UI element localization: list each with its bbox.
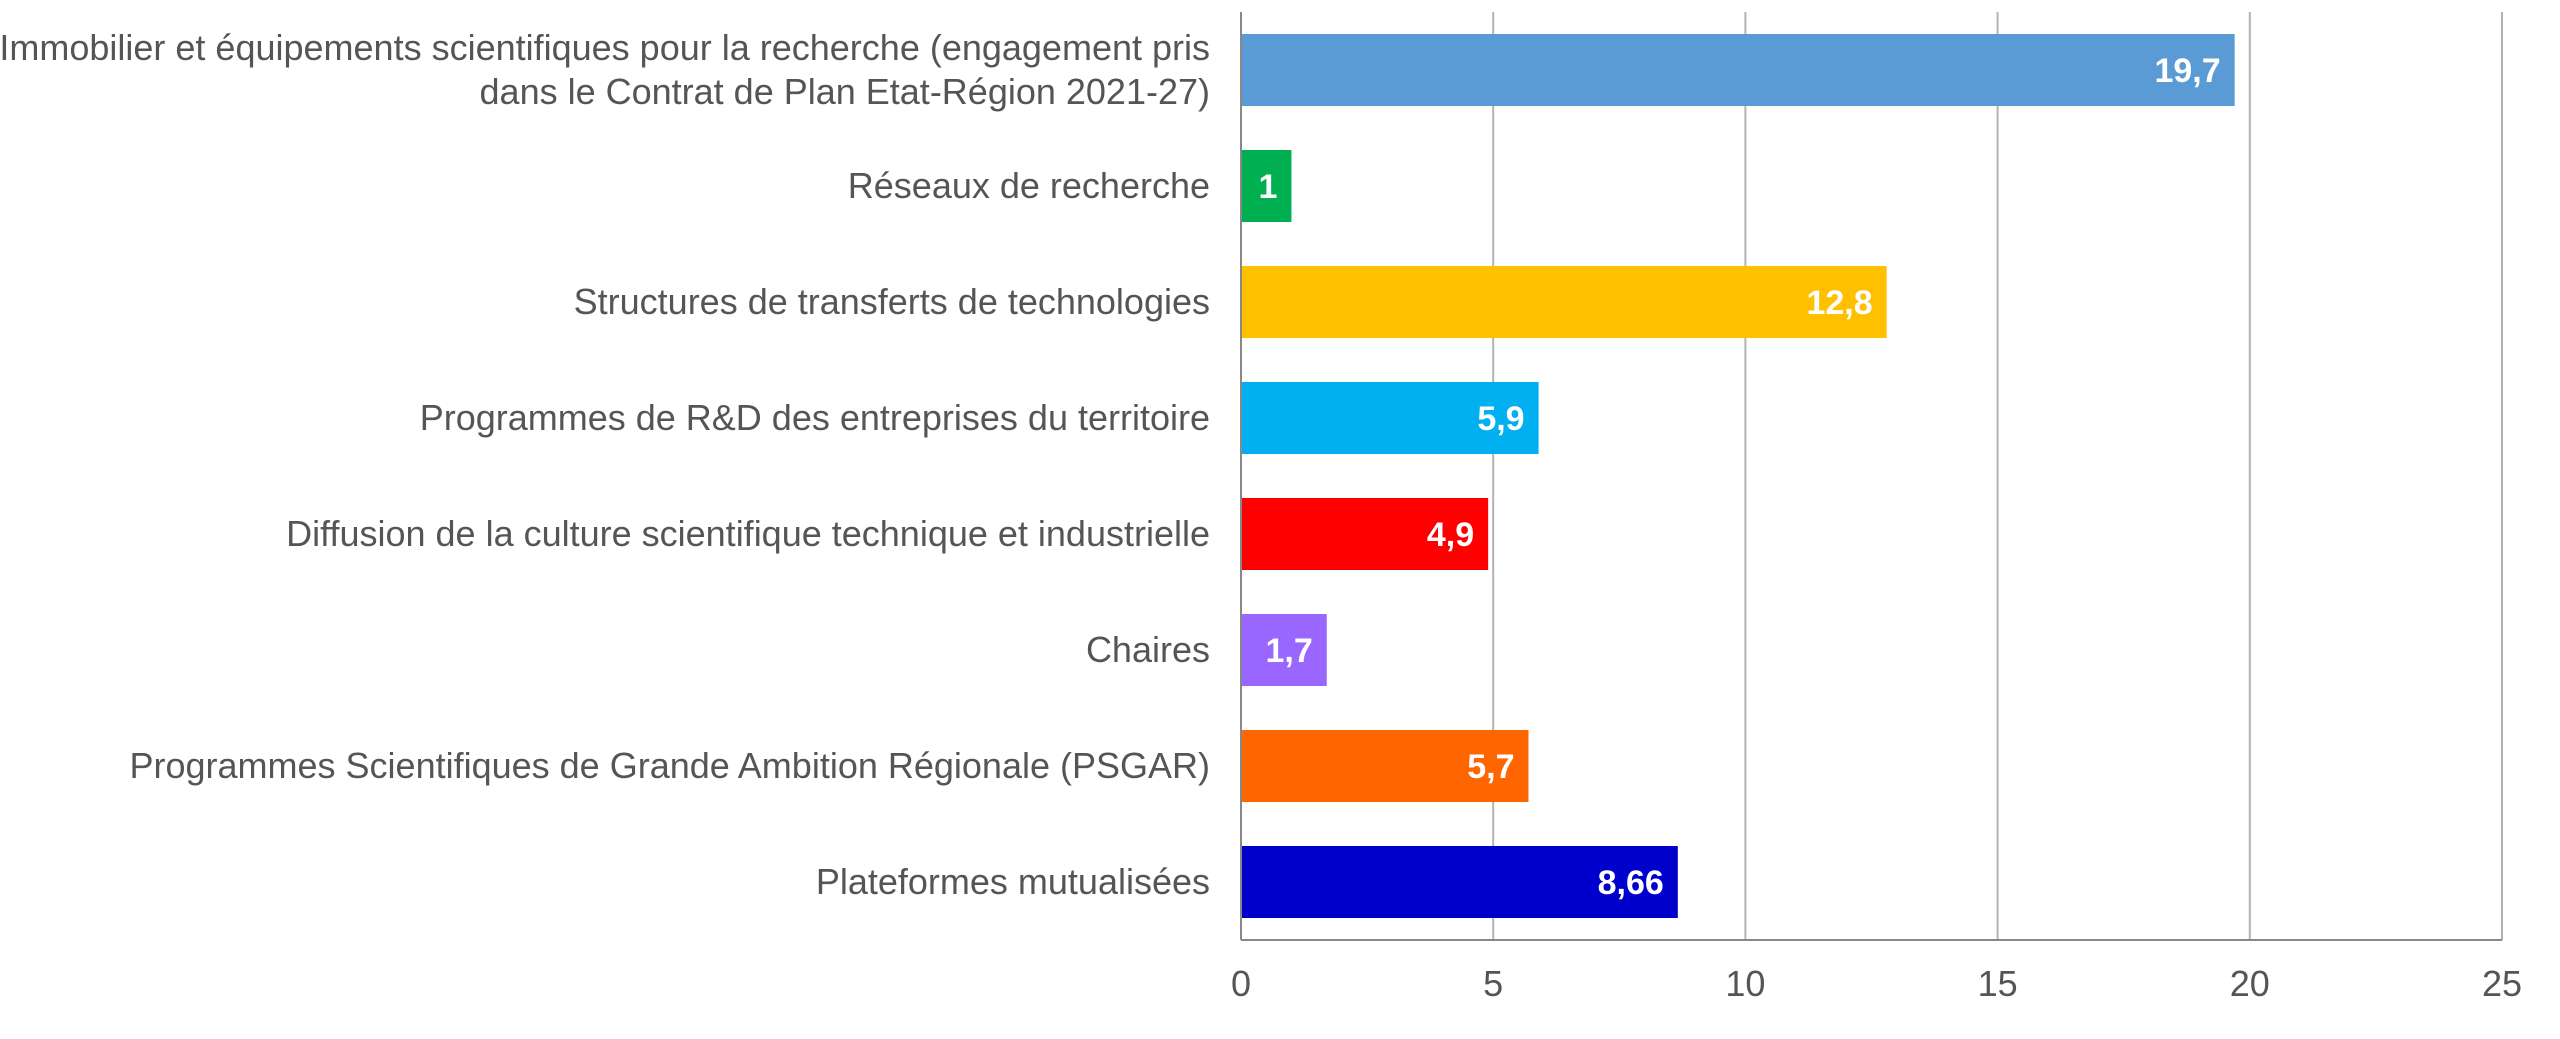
x-tick-label-5: 5 bbox=[1483, 963, 1503, 1004]
data-label-8: 8,66 bbox=[1598, 864, 1664, 902]
data-label-6: 1,7 bbox=[1265, 632, 1312, 670]
category-label-3: Structures de transferts de technologies bbox=[573, 281, 1210, 322]
data-label-5: 4,9 bbox=[1427, 516, 1474, 554]
x-tick-label-25: 25 bbox=[2482, 963, 2522, 1004]
data-label-3: 12,8 bbox=[1806, 284, 1872, 322]
category-label-1: Immobilier et équipements scientifiques … bbox=[0, 27, 1210, 112]
category-label-2: Réseaux de recherche bbox=[847, 165, 1210, 206]
category-label-6: Chaires bbox=[1085, 629, 1210, 670]
x-tick-label-0: 0 bbox=[1231, 963, 1251, 1004]
data-label-2: 1 bbox=[1259, 168, 1278, 206]
data-label-4: 5,9 bbox=[1477, 400, 1524, 438]
bar-1 bbox=[1241, 34, 2235, 106]
bar-8 bbox=[1241, 846, 1678, 918]
x-tick-label-15: 15 bbox=[1978, 963, 2018, 1004]
bar-3 bbox=[1241, 266, 1887, 338]
x-tick-label-20: 20 bbox=[2230, 963, 2270, 1004]
bar-6 bbox=[1241, 614, 1327, 686]
category-label-5: Diffusion de la culture scientifique tec… bbox=[286, 513, 1210, 554]
bar-4 bbox=[1241, 382, 1539, 454]
bar-7 bbox=[1241, 730, 1529, 802]
data-label-7: 5,7 bbox=[1467, 748, 1514, 786]
data-label-1: 19,7 bbox=[2154, 52, 2220, 90]
x-tick-label-10: 10 bbox=[1725, 963, 1765, 1004]
category-label-7: Programmes Scientifiques de Grande Ambit… bbox=[129, 745, 1210, 786]
bar-2 bbox=[1241, 150, 1292, 222]
bar-5 bbox=[1241, 498, 1489, 570]
category-label-8: Plateformes mutualisées bbox=[815, 861, 1210, 902]
category-label-4: Programmes de R&D des entreprises du ter… bbox=[419, 397, 1210, 438]
